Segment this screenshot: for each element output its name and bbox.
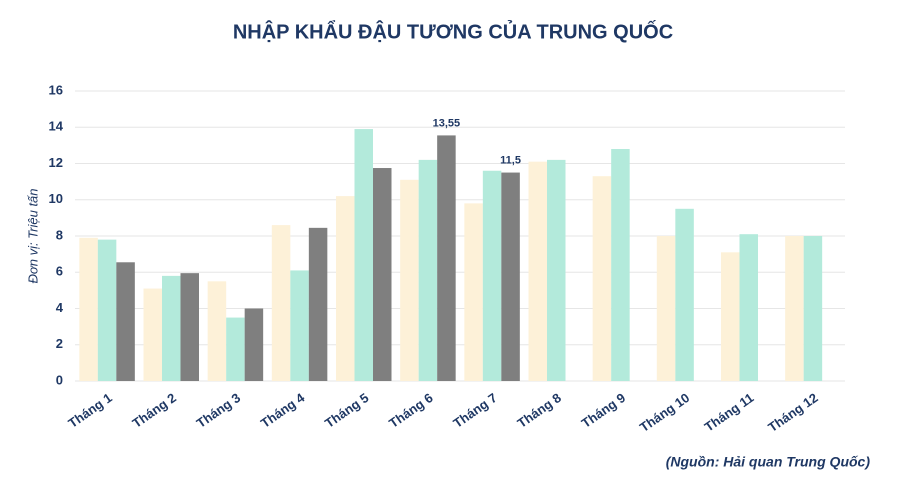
bar	[656, 236, 676, 381]
bar	[501, 172, 520, 381]
bar	[244, 308, 264, 381]
bar	[785, 236, 804, 381]
bar	[739, 234, 758, 381]
bar	[354, 129, 373, 381]
bar	[162, 275, 181, 381]
y-tick-label: 6	[56, 264, 63, 279]
x-tick-label: Tháng 11	[702, 390, 757, 435]
bar	[592, 176, 612, 381]
bar	[271, 225, 291, 381]
bar	[482, 170, 502, 381]
bar	[226, 317, 245, 381]
source-note: (Nguồn: Hải quan Trung Quốc)	[666, 454, 871, 470]
bar	[207, 281, 227, 381]
bar	[418, 159, 438, 381]
bar	[143, 288, 162, 381]
x-tick-label: Tháng 3	[194, 390, 243, 431]
y-tick-label: 0	[56, 372, 63, 387]
bar	[180, 273, 199, 381]
data-label: 13,55	[433, 117, 461, 129]
x-tick-label: Tháng 10	[637, 390, 692, 435]
x-tick-label: Tháng 4	[258, 390, 308, 431]
y-axis-label: Đơn vị: Triệu tấn	[25, 188, 40, 283]
x-tick-label: Tháng 2	[130, 390, 179, 431]
bar	[611, 149, 630, 381]
y-tick-label: 14	[49, 119, 64, 134]
y-tick-label: 4	[56, 300, 64, 315]
bar	[675, 208, 694, 381]
y-tick-label: 12	[49, 155, 63, 170]
y-tick-label: 10	[49, 191, 63, 206]
y-tick-label: 8	[56, 227, 63, 242]
bar	[373, 168, 392, 381]
x-tick-label: Tháng 12	[765, 390, 820, 435]
bar	[336, 196, 355, 381]
x-tick-label: Tháng 5	[322, 390, 371, 431]
bar	[290, 270, 309, 381]
bar	[803, 236, 823, 381]
bar	[547, 159, 566, 381]
bar	[308, 227, 328, 381]
bar	[464, 203, 483, 381]
bar	[437, 135, 456, 381]
x-tick-label: Tháng 9	[579, 390, 628, 431]
bar	[97, 239, 117, 381]
bar	[79, 237, 98, 381]
chart-title: NHẬP KHẨU ĐẬU TƯƠNG CỦA TRUNG QUỐC	[233, 19, 673, 43]
data-label: 11,5	[500, 154, 521, 166]
bar	[528, 161, 547, 381]
x-tick-label: Tháng 6	[386, 390, 435, 431]
bar	[721, 252, 740, 381]
y-tick-label: 2	[56, 336, 63, 351]
x-tick-label: Tháng 7	[450, 390, 499, 431]
bar	[116, 262, 135, 381]
x-tick-label: Tháng 8	[515, 390, 564, 431]
y-tick-label: 16	[49, 82, 63, 97]
x-tick-label: Tháng 1	[65, 390, 114, 431]
bar	[400, 179, 419, 381]
